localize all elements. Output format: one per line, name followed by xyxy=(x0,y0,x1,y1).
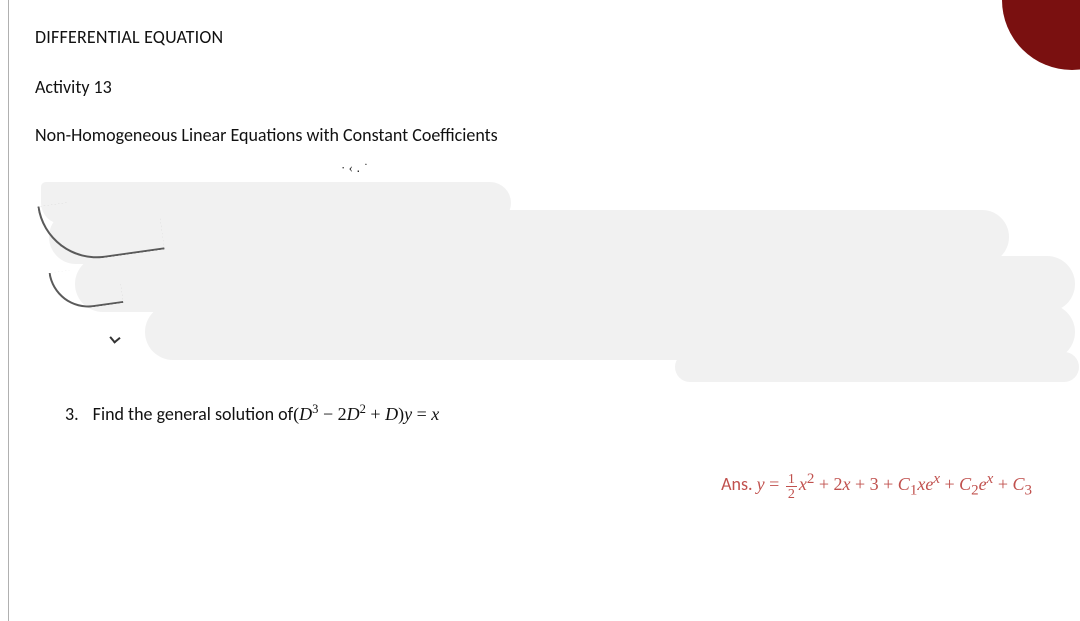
activity-label: Activity 13 xyxy=(35,76,1046,98)
problem-lead: Find the general solution of xyxy=(93,403,293,425)
course-heading: DIFFERENTIAL EQUATION xyxy=(35,26,1046,48)
corner-badge xyxy=(1002,0,1080,70)
scribble-mark: · ‹ ․ ˙ xyxy=(341,160,368,176)
ink-tick xyxy=(109,332,120,343)
answer-label: Ans. xyxy=(721,473,757,495)
problem-equation: (D3 − 2D2 + D)y = x xyxy=(293,402,439,425)
section-subtitle: Non-Homogeneous Linear Equations with Co… xyxy=(35,124,1046,146)
redacted-region: · ‹ ․ ˙ xyxy=(35,164,1046,394)
document-page: DIFFERENTIAL EQUATION Activity 13 Non-Ho… xyxy=(8,0,1072,621)
fraction-half: 12 xyxy=(786,472,797,501)
problem-statement: 3. Find the general solution of (D3 − 2D… xyxy=(65,402,1046,425)
answer-line: Ans. y = 12x2 + 2x + 3 + C1xex + C2ex + … xyxy=(35,471,1046,501)
problem-number: 3. xyxy=(65,403,79,425)
